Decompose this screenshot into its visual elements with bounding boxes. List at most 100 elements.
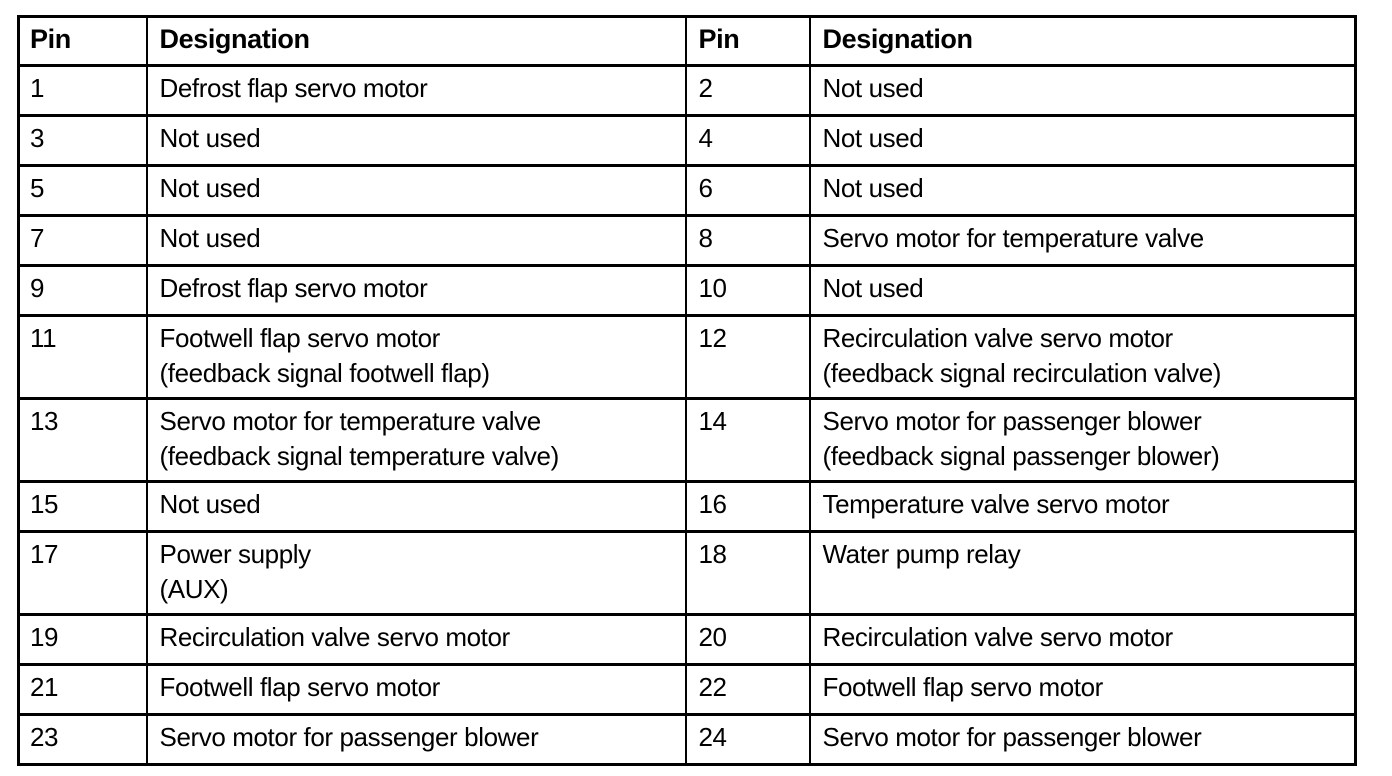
- designation-cell: Not used: [808, 264, 1357, 317]
- designation-cell: Temperature valve servo motor: [808, 480, 1357, 533]
- cell-line: Recirculation valve servo motor: [822, 323, 1174, 353]
- cell-line: 7: [30, 223, 45, 253]
- cell-line: 17: [30, 539, 59, 569]
- table-header-row: Pin Designation Pin Designation: [17, 15, 1357, 67]
- cell-line: Servo motor for passenger blower: [159, 722, 539, 752]
- cell-line: (AUX): [159, 574, 229, 604]
- designation-cell: Not used: [145, 214, 687, 267]
- header-pin-left: Pin: [17, 15, 148, 67]
- cell-line: Water pump relay: [822, 539, 1021, 569]
- pin-cell: 24: [684, 713, 811, 766]
- header-designation-left: Designation: [145, 15, 687, 67]
- cell-line: 16: [698, 489, 728, 519]
- cell-line: Recirculation valve servo motor: [159, 622, 511, 652]
- cell-line: Not used: [159, 123, 261, 153]
- header-pin-right: Pin: [684, 15, 811, 67]
- cell-line: 6: [698, 173, 713, 203]
- designation-cell: Recirculation valve servo motor: [145, 613, 687, 666]
- header-designation-right: Designation: [808, 15, 1357, 67]
- table-row: 15 Not used 16 Temperature valve servo moto…: [17, 480, 1357, 533]
- table-row: 19 Recirculation valve servo motor 20 Recir…: [17, 613, 1357, 666]
- cell-line: 20: [698, 622, 728, 652]
- designation-cell: Servo motor for passenger blower: [145, 713, 687, 766]
- pin-cell: 14: [684, 397, 811, 483]
- cell-line: Not used: [822, 173, 924, 203]
- table-row: 21 Footwell flap servo motor 22 Footwell fl…: [17, 663, 1357, 716]
- cell-line: 12: [698, 323, 728, 353]
- cell-line: Not used: [822, 273, 924, 303]
- table-row: 9 Defrost flap servo motor 10 Not used: [17, 264, 1357, 317]
- designation-cell: Not used: [145, 164, 687, 217]
- table-row: 11 Footwell flap servo motor (feedback sig…: [17, 314, 1357, 400]
- cell-line: Not used: [822, 73, 924, 103]
- designation-cell: Not used: [808, 164, 1357, 217]
- pin-designation-table: Pin Designation Pin Designation 1 Defrost…: [17, 15, 1357, 766]
- pin-cell: 6: [684, 164, 811, 217]
- pin-cell: 11: [17, 314, 148, 400]
- pin-cell: 17: [17, 530, 148, 616]
- pin-cell: 21: [17, 663, 148, 716]
- cell-line: (feedback signal passenger blower): [822, 441, 1220, 471]
- table-body: 1 Defrost flap servo motor 2 Not used 3 Not u…: [17, 64, 1357, 766]
- cell-line: Footwell flap servo motor: [159, 323, 441, 353]
- pin-cell: 2: [684, 64, 811, 117]
- cell-line: Not used: [159, 489, 261, 519]
- cell-line: Defrost flap servo motor: [159, 73, 428, 103]
- designation-cell: Not used: [808, 64, 1357, 117]
- pin-cell: 8: [684, 214, 811, 267]
- cell-line: Servo motor for passenger blower: [822, 406, 1202, 436]
- cell-line: Not used: [822, 123, 924, 153]
- cell-line: Footwell flap servo motor: [159, 672, 441, 702]
- pin-cell: 19: [17, 613, 148, 666]
- cell-line: 4: [698, 123, 713, 153]
- pin-cell: 18: [684, 530, 811, 616]
- cell-line: Servo motor for passenger blower: [822, 722, 1202, 752]
- cell-line: 1: [30, 73, 45, 103]
- pin-cell: 7: [17, 214, 148, 267]
- cell-line: 14: [698, 406, 728, 436]
- cell-line: (feedback signal footwell flap): [159, 358, 491, 388]
- cell-line: 22: [698, 672, 728, 702]
- pin-cell: 23: [17, 713, 148, 766]
- cell-line: 11: [30, 323, 57, 353]
- cell-line: Recirculation valve servo motor: [822, 622, 1174, 652]
- pin-cell: 20: [684, 613, 811, 666]
- cell-line: Servo motor for temperature valve: [159, 406, 542, 436]
- pin-cell: 10: [684, 264, 811, 317]
- table-row: 3 Not used 4 Not used: [17, 114, 1357, 167]
- designation-cell: Footwell flap servo motor: [808, 663, 1357, 716]
- designation-cell: Not used: [145, 114, 687, 167]
- cell-line: Power supply: [159, 539, 312, 569]
- designation-cell: Power supply (AUX): [145, 530, 687, 616]
- designation-cell: Footwell flap servo motor: [145, 663, 687, 716]
- cell-line: 10: [698, 273, 728, 303]
- cell-line: 13: [30, 406, 59, 436]
- designation-cell: Defrost flap servo motor: [145, 64, 687, 117]
- cell-line: 24: [698, 722, 728, 752]
- designation-cell: Footwell flap servo motor (feedback signa…: [145, 314, 687, 400]
- designation-cell: Defrost flap servo motor: [145, 264, 687, 317]
- cell-line: 18: [698, 539, 728, 569]
- cell-line: Not used: [159, 223, 261, 253]
- designation-cell: Servo motor for temperature valve (feedba…: [145, 397, 687, 483]
- cell-line: Not used: [159, 173, 261, 203]
- designation-cell: Servo motor for temperature valve: [808, 214, 1357, 267]
- table-row: 5 Not used 6 Not used: [17, 164, 1357, 217]
- designation-cell: Recirculation valve servo motor (feedback…: [808, 314, 1357, 400]
- designation-cell: Servo motor for passenger blower (feedbac…: [808, 397, 1357, 483]
- pin-cell: 1: [17, 64, 148, 117]
- cell-line: Defrost flap servo motor: [159, 273, 428, 303]
- table-row: 13 Servo motor for temperature valve (feed…: [17, 397, 1357, 483]
- cell-line: 2: [698, 73, 713, 103]
- cell-line: 3: [30, 123, 45, 153]
- pin-cell: 22: [684, 663, 811, 716]
- pin-cell: 3: [17, 114, 148, 167]
- cell-line: Servo motor for temperature valve: [822, 223, 1205, 253]
- cell-line: 5: [30, 173, 45, 203]
- table-row: 7 Not used 8 Servo motor for temperature va…: [17, 214, 1357, 267]
- table-row: 1 Defrost flap servo motor 2 Not used: [17, 64, 1357, 117]
- pin-cell: 4: [684, 114, 811, 167]
- cell-line: 21: [30, 672, 59, 702]
- designation-cell: Recirculation valve servo motor: [808, 613, 1357, 666]
- pin-cell: 15: [17, 480, 148, 533]
